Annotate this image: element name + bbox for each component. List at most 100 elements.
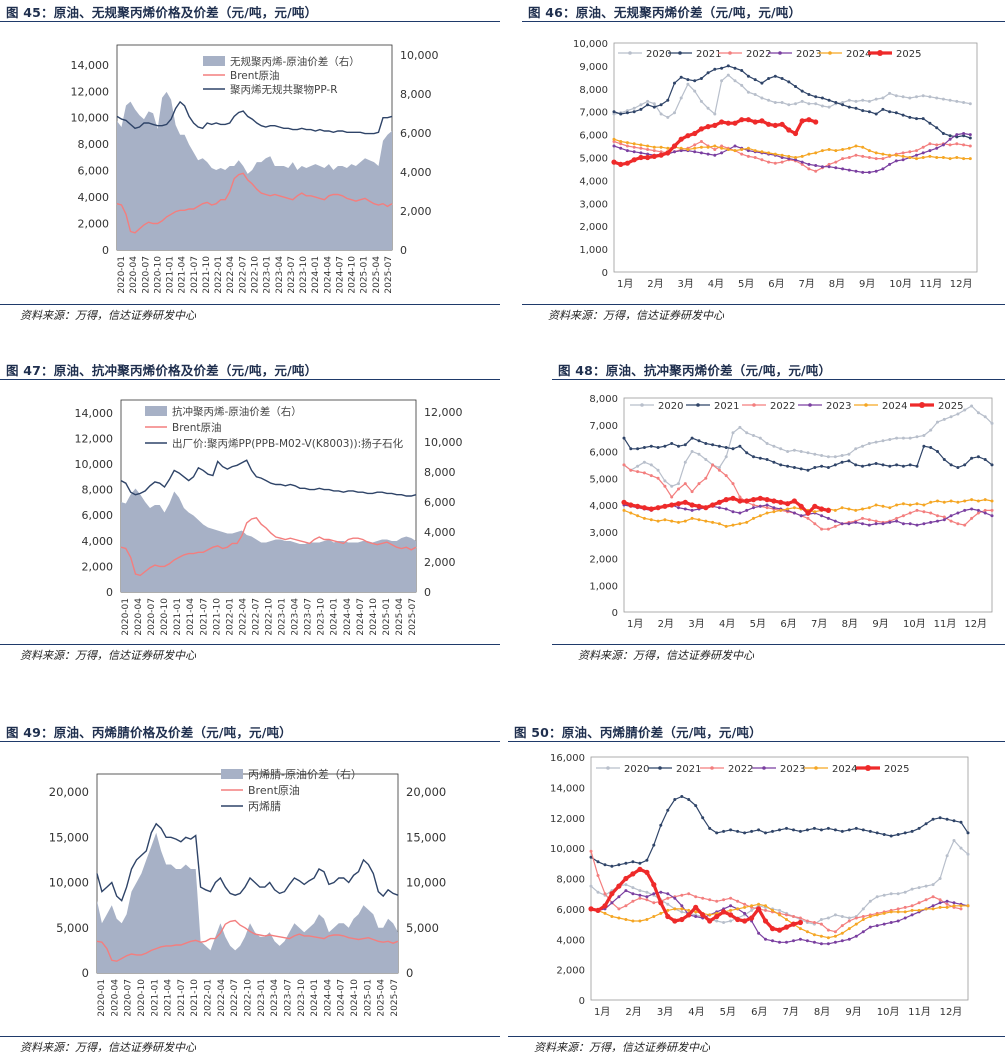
data-point bbox=[874, 151, 878, 155]
y-right-tick-label: 5,000 bbox=[406, 921, 439, 935]
data-point bbox=[746, 146, 750, 150]
data-point bbox=[833, 508, 837, 512]
data-point bbox=[983, 415, 987, 419]
data-point bbox=[968, 157, 972, 161]
data-point bbox=[896, 919, 900, 923]
data-point bbox=[705, 124, 711, 130]
data-point bbox=[617, 895, 621, 899]
x-tick-label: 2025-07 bbox=[390, 979, 400, 1017]
data-point bbox=[765, 503, 769, 507]
data-point bbox=[819, 506, 825, 512]
data-point bbox=[656, 468, 660, 472]
y-tick-label: 7,000 bbox=[579, 108, 608, 119]
data-point bbox=[757, 495, 763, 501]
data-point bbox=[669, 502, 675, 508]
data-point bbox=[683, 519, 687, 523]
x-tick-label: 1月 bbox=[617, 278, 633, 290]
data-point bbox=[699, 99, 703, 103]
area-series-0 bbox=[117, 91, 392, 251]
data-point bbox=[834, 166, 838, 170]
data-point bbox=[938, 901, 942, 905]
data-point bbox=[629, 511, 633, 515]
data-point bbox=[641, 505, 647, 511]
data-point bbox=[772, 460, 776, 464]
data-point bbox=[847, 452, 851, 456]
data-point bbox=[901, 151, 905, 155]
legend-swatch bbox=[203, 56, 225, 66]
y-tick-label: 9,000 bbox=[579, 62, 608, 73]
data-point bbox=[854, 169, 858, 173]
data-point bbox=[683, 507, 687, 511]
data-point bbox=[881, 96, 885, 100]
data-point bbox=[753, 93, 757, 96]
data-point bbox=[617, 863, 621, 867]
data-point bbox=[854, 99, 858, 103]
data-point bbox=[652, 102, 656, 106]
data-point bbox=[895, 503, 899, 507]
data-point bbox=[797, 919, 803, 926]
data-point bbox=[767, 98, 771, 102]
y-right-tick-label: 10,000 bbox=[424, 436, 463, 449]
legend-marker bbox=[877, 50, 883, 56]
data-point bbox=[861, 170, 865, 174]
figure-46-title-rule bbox=[522, 21, 1005, 22]
data-point bbox=[752, 506, 755, 510]
data-point bbox=[645, 890, 649, 894]
data-point bbox=[690, 450, 694, 453]
data-point bbox=[805, 919, 809, 923]
data-point bbox=[723, 497, 729, 503]
series-2022 bbox=[622, 463, 994, 531]
data-point bbox=[776, 927, 783, 933]
data-point bbox=[819, 922, 823, 926]
data-point bbox=[807, 152, 811, 156]
data-point bbox=[968, 133, 972, 137]
data-point bbox=[666, 98, 670, 102]
x-tick-label: 2021-10 bbox=[212, 598, 222, 636]
data-point bbox=[990, 514, 994, 518]
legend-marker bbox=[640, 403, 644, 407]
data-point bbox=[806, 117, 812, 123]
data-point bbox=[970, 507, 974, 511]
x-tick-label: 2020-04 bbox=[134, 598, 144, 636]
figure-45: 图 45：原油、无规聚丙烯价格及价差（元/吨，元/吨） 0 2,000 4,000 6… bbox=[0, 0, 500, 328]
data-point bbox=[922, 503, 926, 507]
x-tick-label: 2023-07 bbox=[304, 598, 314, 636]
y-left-tick-label: 6,000 bbox=[82, 509, 114, 522]
figure-47-title-rule bbox=[0, 379, 500, 380]
data-point bbox=[765, 442, 769, 445]
data-point bbox=[941, 143, 945, 147]
data-point bbox=[924, 884, 928, 888]
data-point bbox=[910, 829, 914, 833]
data-point bbox=[612, 110, 616, 114]
data-point bbox=[895, 436, 899, 440]
data-point bbox=[827, 105, 831, 109]
data-point bbox=[706, 71, 710, 75]
data-point bbox=[701, 896, 705, 900]
data-point bbox=[833, 913, 837, 917]
data-point bbox=[990, 421, 994, 425]
data-point bbox=[697, 439, 701, 443]
data-point bbox=[636, 447, 640, 451]
data-point bbox=[928, 154, 932, 158]
data-point bbox=[955, 135, 959, 139]
data-point bbox=[792, 506, 796, 510]
data-point bbox=[752, 434, 755, 437]
data-point bbox=[721, 909, 727, 915]
data-point bbox=[745, 508, 749, 512]
data-point bbox=[703, 505, 709, 511]
data-point bbox=[700, 912, 706, 918]
x-tick-label: 2023-01 bbox=[278, 598, 288, 636]
legend-marker bbox=[778, 51, 782, 55]
data-point bbox=[773, 161, 777, 165]
data-point bbox=[720, 146, 724, 150]
data-point bbox=[678, 136, 684, 142]
data-point bbox=[800, 154, 804, 158]
data-point bbox=[929, 511, 933, 515]
data-point bbox=[726, 73, 730, 77]
y-right-tick-label: 15,000 bbox=[406, 830, 446, 844]
data-point bbox=[896, 833, 900, 836]
data-point bbox=[655, 505, 661, 511]
data-point bbox=[636, 470, 640, 474]
data-point bbox=[867, 170, 871, 174]
x-tick-label: 2021-07 bbox=[190, 256, 200, 294]
